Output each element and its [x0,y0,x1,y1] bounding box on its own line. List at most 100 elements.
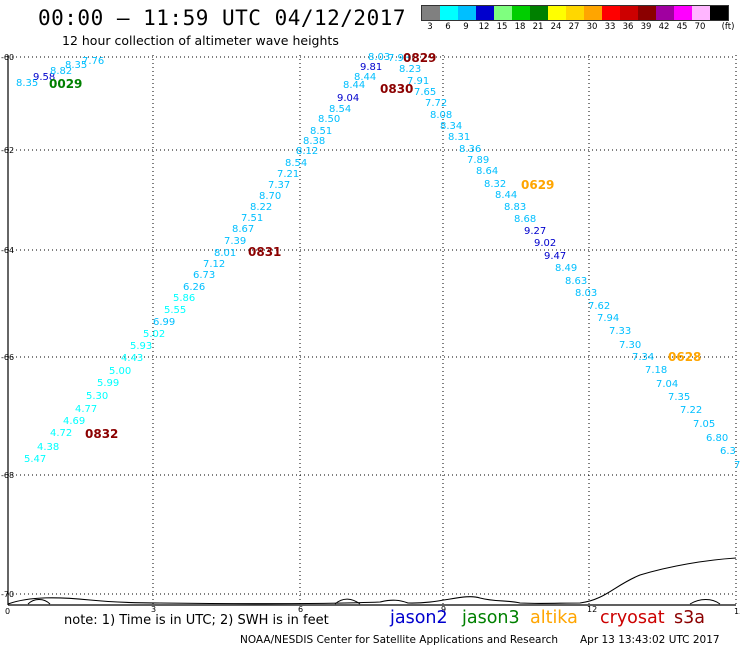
color-swatch [602,6,620,20]
color-swatch [440,6,458,20]
color-scale-label: 27 [568,22,580,32]
swh-value: 7.91 [407,76,429,87]
swh-value: 4.72 [50,428,72,439]
color-swatch [458,6,476,20]
swh-value: 8.50 [318,114,340,125]
color-scale-label: 30 [586,22,598,32]
swh-value: 8.68 [514,214,536,225]
latitude-label: -62 [1,146,14,155]
longitude-label: 3 [151,605,156,614]
swh-value: 7.51 [241,213,263,224]
swh-observations: 8.037.939.81 8.238.44 7.918.447.659.04 7.72… [16,52,740,471]
swh-value: 6.80 [706,433,728,444]
swh-value: 5.55 [164,305,186,316]
swh-value: 5.86 [173,293,195,304]
longitude-label: 12 [587,605,597,614]
axis-labels: -60 -62 -64 -66 -68 -70 0 3 6 9 12 15 [1,53,740,616]
swh-value: 5.30 [86,391,108,402]
satellite-label-jason3: jason3 [462,608,520,628]
swh-value: 7.18 [645,365,667,376]
color-swatch [566,6,584,20]
swh-value: 7.12 [203,259,225,270]
swh-value: 6.26 [183,282,205,293]
swh-value: 7.22 [680,405,702,416]
color-swatch [494,6,512,20]
swh-value: 7.33 [609,326,631,337]
swh-value: 7.30 [619,340,641,351]
color-scale-label: (ft) [721,22,735,32]
footer-note: note: 1) Time is in UTC; 2) SWH is in fe… [64,613,329,628]
color-swatch [422,6,440,20]
swh-value: 9.04 [337,93,359,104]
color-swatch [710,6,728,20]
swh-value: 8.34 [440,121,462,132]
swh-value: 8.32 [484,179,506,190]
longitude-label: 0 [5,607,10,616]
pass-time-label: 0830 [380,82,413,96]
pass-time-labels: 0829 0830 0831 0832 0029 0629 0628 [49,51,701,441]
swh-value: 5.93 [130,341,152,352]
swh-value: 7.65 [414,87,436,98]
swh-value: 5.99 [97,378,119,389]
swh-value: 7.34 [632,352,654,363]
color-swatch [512,6,530,20]
color-swatch [638,6,656,20]
swh-value: 9.02 [534,238,556,249]
color-swatch [584,6,602,20]
swh-value: 7 [734,460,740,471]
map-frame [7,55,736,606]
pass-time-label: 0829 [403,51,436,65]
pass-time-label: 0628 [668,350,701,364]
longitude-label: 9 [441,605,446,614]
swh-value: 6.3 [720,446,736,457]
color-scale-labels: 3 6 9 12 15 18 21 24 27 30 33 36 39 42 45 70 (ft) [421,22,740,34]
credit-line: NOAA/NESDIS Center for Satellite Applica… [240,634,558,646]
satellite-label-cryosat: cryosat [600,608,665,628]
color-scale-label: 24 [550,22,562,32]
swh-value: 4.43 [121,353,143,364]
swh-value: 7.94 [597,313,619,324]
color-scale-legend [421,5,729,21]
swh-value: 8.51 [310,126,332,137]
latitude-label: -66 [1,353,14,362]
swh-value: 8.63 [565,276,587,287]
generated-timestamp: Apr 13 13:43:02 UTC 2017 [580,634,720,646]
swh-value: 7.39 [224,236,246,247]
coastline-path [689,599,721,605]
color-scale-label: 15 [496,22,508,32]
color-swatch [620,6,638,20]
swh-value: 8.36 [459,144,481,155]
color-swatch [674,6,692,20]
swh-value: 8.49 [555,263,577,274]
page-subtitle: 12 hour collection of altimeter wave hei… [62,33,339,48]
swh-value: 8.67 [232,224,254,235]
graticule [8,55,737,605]
swh-value: 5.47 [24,454,46,465]
satellite-label-s3a: s3a [674,608,705,628]
swh-value: 8.12 [296,146,318,157]
color-scale-label: 33 [604,22,616,32]
swh-value: 8.03 [575,288,597,299]
latitude-label: -60 [1,53,14,62]
color-swatch [656,6,674,20]
swh-value: 8.44 [354,72,376,83]
color-scale-label: 36 [622,22,634,32]
latitude-label: -70 [1,590,14,599]
swh-value: 6.73 [193,270,215,281]
swh-value: 4.69 [63,416,85,427]
swh-value: 7.21 [277,169,299,180]
coastline-path [27,599,51,605]
color-scale-label: 9 [463,22,469,32]
color-scale-label: 42 [658,22,670,32]
latitude-label: -64 [1,246,14,255]
color-scale-label: 18 [514,22,526,32]
color-scale-label: 12 [478,22,490,32]
swh-value: 9.81 [360,62,382,73]
swh-value: 8.82 [50,66,72,77]
swh-value: 8.35 [16,78,38,89]
swh-value: 7.89 [467,155,489,166]
swh-value: 8.38 [303,136,325,147]
pass-time-label: 0832 [85,427,118,441]
swh-value: 8.54 [285,158,307,169]
